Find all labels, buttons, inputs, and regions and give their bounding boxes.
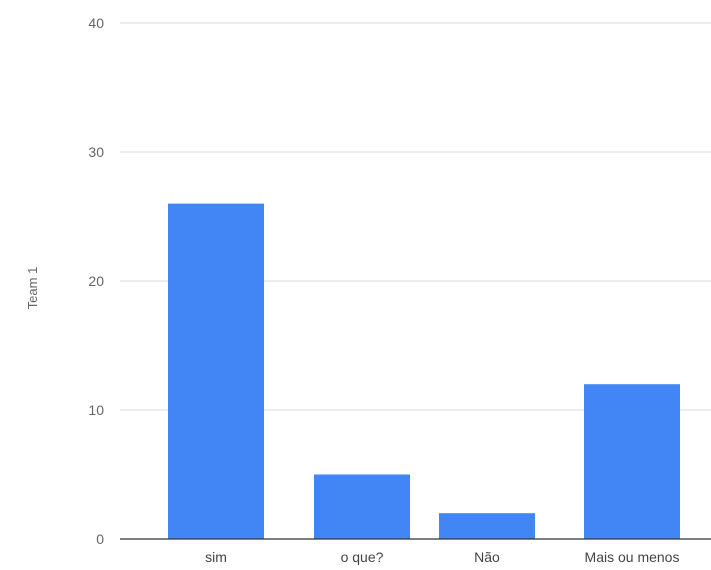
y-tick-label-40: 40 (88, 15, 104, 31)
y-tick-label-10: 10 (88, 402, 104, 418)
labels: 0 10 20 30 40 sim o que? Não Mais ou menos Team 1 (25, 15, 679, 565)
bar-mais-ou-menos (584, 384, 680, 539)
bars (168, 203, 680, 539)
y-tick-label-0: 0 (96, 531, 104, 547)
y-axis-label: Team 1 (25, 267, 40, 310)
bar-o-que (314, 474, 410, 539)
y-tick-label-30: 30 (88, 144, 104, 160)
bar-sim (168, 203, 264, 539)
bar-n-o (439, 513, 535, 539)
x-category-label: o que? (341, 549, 384, 565)
x-category-label: sim (205, 549, 227, 565)
y-tick-label-20: 20 (88, 273, 104, 289)
x-category-label: Mais ou menos (585, 549, 680, 565)
x-category-label: Não (474, 549, 500, 565)
